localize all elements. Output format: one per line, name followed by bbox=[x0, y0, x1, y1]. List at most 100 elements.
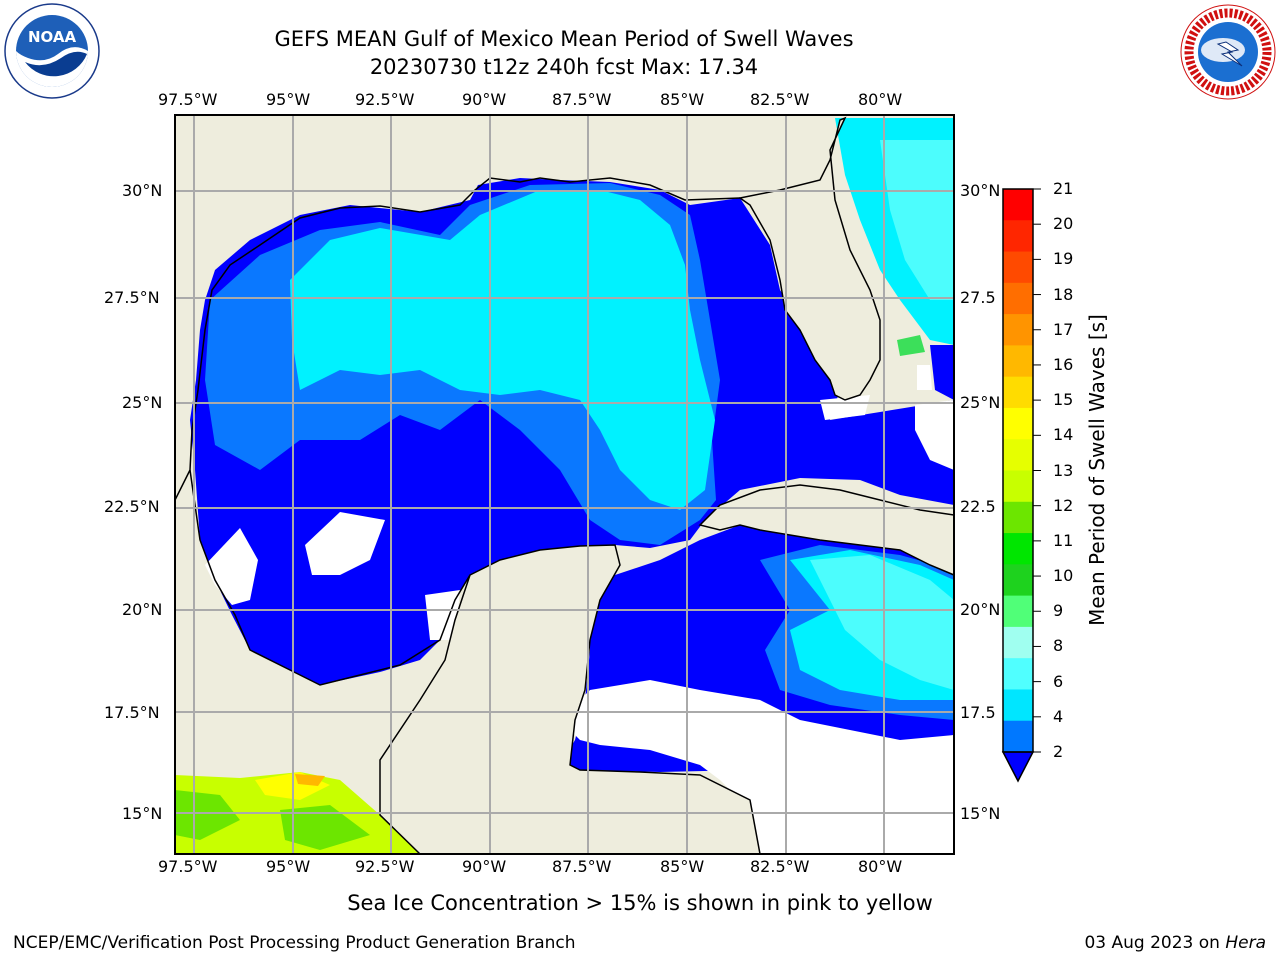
colorbar-tick-label: 6 bbox=[1053, 671, 1064, 691]
lon-label-top: 82.5°W bbox=[750, 90, 810, 109]
pacific-ice-field-orange bbox=[295, 774, 325, 786]
mexico-coastline bbox=[189, 469, 471, 686]
colorbar-swatch bbox=[1003, 501, 1033, 534]
undefined-area bbox=[425, 590, 460, 640]
gulf-coastline bbox=[175, 177, 741, 501]
colorbar-swatch bbox=[1003, 345, 1033, 378]
colorbar-extend-arrow bbox=[1001, 751, 1035, 783]
colorbar-swatch bbox=[1003, 314, 1033, 346]
colorbar-tick-label: 15 bbox=[1053, 390, 1074, 410]
footer-date: 03 Aug 2023 on Hera bbox=[1084, 933, 1266, 953]
graticule bbox=[175, 115, 954, 854]
colorbar-tick-label: 19 bbox=[1053, 249, 1074, 269]
footer-credit: NCEP/EMC/Verification Post Processing Pr… bbox=[13, 933, 576, 953]
chart-subtitle: 20230730 t12z 240h fcst Max: 17.34 bbox=[369, 55, 759, 79]
colorbar-swatch bbox=[1003, 720, 1033, 753]
lon-label-bottom: 90°W bbox=[462, 857, 507, 876]
colorbar-tick-label: 9 bbox=[1053, 601, 1064, 621]
lon-label-bottom: 92.5°W bbox=[355, 857, 415, 876]
undefined-area bbox=[917, 365, 932, 390]
colorbar-swatch bbox=[1003, 564, 1033, 597]
footer-date-text: 03 Aug 2023 on bbox=[1084, 933, 1226, 953]
colorbar-tick-label: 17 bbox=[1053, 319, 1074, 339]
lat-label-left: 20°N bbox=[122, 600, 163, 619]
colorbar-tick-label: 12 bbox=[1053, 495, 1074, 515]
colorbar-title: Mean Period of Swell Waves [s] bbox=[1085, 314, 1109, 626]
undefined-area bbox=[560, 680, 954, 854]
lat-label-right: 25°N bbox=[960, 393, 1001, 412]
chart-title: GEFS MEAN Gulf of Mexico Mean Period of … bbox=[274, 27, 854, 51]
colorbar-swatch bbox=[1003, 189, 1033, 221]
colorbar-swatch bbox=[1003, 533, 1033, 565]
lon-label-top: 80°W bbox=[858, 90, 903, 109]
colorbar-tick-label: 11 bbox=[1053, 530, 1074, 550]
lat-label-right: 22.5 bbox=[960, 497, 996, 516]
yucatan-land bbox=[379, 544, 761, 854]
gulf-water-4-6 bbox=[290, 190, 715, 510]
colorbar-tick-label: 14 bbox=[1053, 425, 1074, 445]
lat-label-left: 22.5°N bbox=[104, 497, 160, 516]
lon-label-bottom: 85°W bbox=[660, 857, 705, 876]
map-frame bbox=[174, 114, 955, 855]
noaa-logo: NOAA bbox=[4, 3, 100, 99]
colorbar-tick-label: 4 bbox=[1053, 706, 1064, 726]
colorbar-ticks bbox=[1033, 188, 1041, 753]
colorbar-swatch bbox=[1003, 595, 1033, 628]
green-patch-9-10 bbox=[897, 335, 925, 356]
colorbar-tick-label: 10 bbox=[1053, 566, 1074, 586]
lon-label-bottom: 82.5°W bbox=[750, 857, 810, 876]
colorbar-tick-label: 20 bbox=[1053, 214, 1074, 234]
nws-logo bbox=[1180, 4, 1276, 100]
colorbar-swatch bbox=[1003, 376, 1033, 409]
lat-label-left: 17.5°N bbox=[104, 703, 160, 722]
undefined-area bbox=[820, 395, 870, 420]
colorbar-tick-label: 18 bbox=[1053, 284, 1074, 304]
colorbar-swatch bbox=[1003, 251, 1033, 284]
colorbar bbox=[1003, 189, 1033, 753]
pacific-ice-field-green bbox=[175, 790, 240, 840]
colorbar-swatch bbox=[1003, 470, 1033, 503]
colorbar-swatch bbox=[1003, 689, 1033, 722]
colorbar-tick-label: 21 bbox=[1053, 179, 1074, 198]
lat-label-right: 30°N bbox=[960, 181, 1001, 200]
undefined-area bbox=[305, 512, 385, 575]
footer-host: Hera bbox=[1225, 933, 1266, 953]
lon-label-top: 92.5°W bbox=[355, 90, 415, 109]
lat-label-right: 20°N bbox=[960, 600, 1001, 619]
colorbar-swatch bbox=[1003, 626, 1033, 659]
lat-label-right: 27.5 bbox=[960, 288, 996, 307]
florida-land bbox=[738, 116, 881, 401]
colorbar-swatch bbox=[1003, 282, 1033, 315]
atlantic-water-6-8 bbox=[880, 140, 954, 300]
colorbar-tick-label: 8 bbox=[1053, 636, 1064, 656]
caribbean-water-6-8 bbox=[810, 555, 954, 690]
lon-label-bottom: 87.5°W bbox=[552, 857, 612, 876]
lat-label-left: 27.5°N bbox=[104, 288, 160, 307]
colorbar-tick-label: 16 bbox=[1053, 354, 1074, 374]
undefined-area bbox=[915, 400, 954, 470]
colorbar-swatch bbox=[1003, 407, 1033, 440]
lat-label-left: 25°N bbox=[122, 393, 163, 412]
lon-label-bottom: 80°W bbox=[858, 857, 903, 876]
map-field bbox=[175, 115, 954, 854]
sea-ice-note: Sea Ice Concentration > 15% is shown in … bbox=[347, 891, 933, 915]
svg-text:NOAA: NOAA bbox=[28, 28, 77, 46]
pacific-ice-field-green bbox=[280, 805, 370, 850]
colorbar-swatch bbox=[1003, 220, 1033, 253]
lon-label-bottom: 95°W bbox=[266, 857, 311, 876]
lat-label-left: 15°N bbox=[122, 804, 163, 823]
bahamas-water-lt2 bbox=[930, 345, 954, 400]
colorbar-tick-label: 13 bbox=[1053, 460, 1074, 480]
lon-label-top: 97.5°W bbox=[158, 90, 218, 109]
lat-label-right: 15°N bbox=[960, 804, 1001, 823]
lon-label-top: 90°W bbox=[462, 90, 507, 109]
lon-label-bottom: 97.5°W bbox=[158, 857, 218, 876]
lat-label-right: 17.5 bbox=[960, 703, 996, 722]
lon-label-top: 87.5°W bbox=[552, 90, 612, 109]
colorbar-swatch bbox=[1003, 658, 1033, 690]
colorbar-swatch bbox=[1003, 439, 1033, 471]
lon-label-top: 95°W bbox=[266, 90, 311, 109]
lat-label-left: 30°N bbox=[122, 181, 163, 200]
colorbar-tick-label: 2 bbox=[1053, 742, 1064, 761]
